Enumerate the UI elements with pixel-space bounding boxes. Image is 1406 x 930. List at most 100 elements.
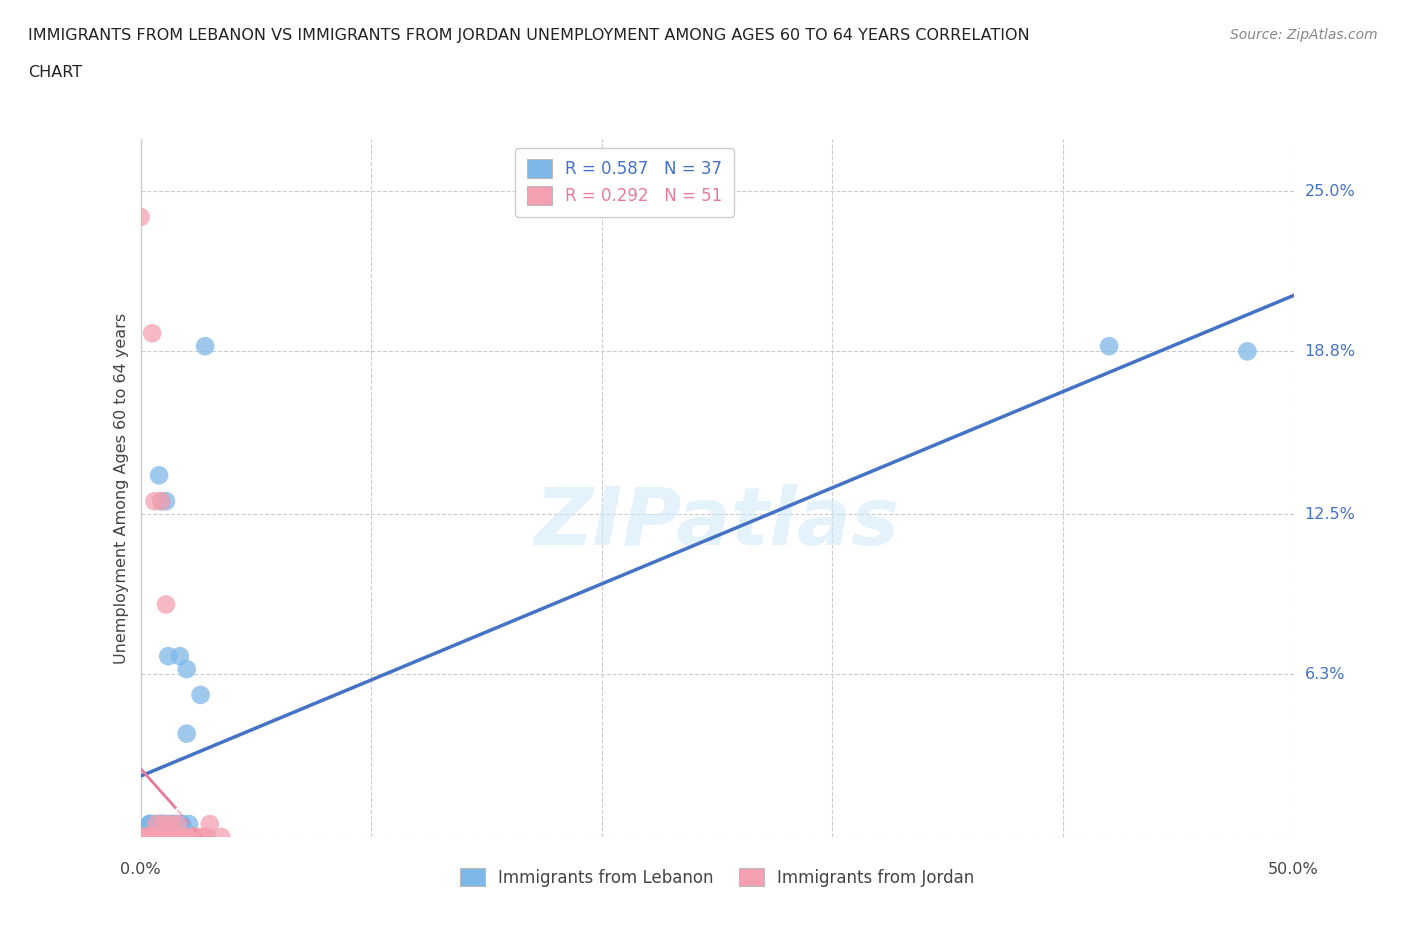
Point: [148, 830, 170, 844]
Point: [148, 468, 170, 483]
Point: [155, 494, 177, 509]
Legend: Immigrants from Lebanon, Immigrants from Jordan: Immigrants from Lebanon, Immigrants from…: [449, 857, 986, 898]
Point: [139, 817, 162, 831]
Point: [180, 830, 202, 844]
Point: [129, 830, 152, 844]
Point: [136, 830, 159, 844]
Point: [150, 817, 173, 831]
Point: [150, 817, 173, 831]
Point: [169, 830, 191, 844]
Point: [143, 830, 166, 844]
Point: [187, 830, 209, 844]
Point: [191, 830, 214, 844]
Point: [136, 830, 159, 844]
Point: [143, 830, 166, 844]
Text: IMMIGRANTS FROM LEBANON VS IMMIGRANTS FROM JORDAN UNEMPLOYMENT AMONG AGES 60 TO : IMMIGRANTS FROM LEBANON VS IMMIGRANTS FR…: [28, 28, 1029, 43]
Point: [157, 830, 180, 844]
Point: [194, 830, 217, 844]
Point: [159, 830, 181, 844]
Point: [172, 830, 194, 844]
Point: [136, 830, 159, 844]
Point: [139, 817, 162, 831]
Point: [141, 326, 163, 340]
Point: [136, 830, 159, 844]
Point: [197, 830, 219, 844]
Point: [162, 817, 184, 831]
Point: [157, 649, 180, 664]
Text: Source: ZipAtlas.com: Source: ZipAtlas.com: [1230, 28, 1378, 42]
Point: [145, 830, 167, 844]
Point: [141, 830, 163, 844]
Point: [129, 830, 152, 844]
Point: [139, 817, 162, 831]
Point: [143, 494, 166, 509]
Point: [166, 817, 188, 831]
Point: [152, 817, 174, 831]
Text: 0.0%: 0.0%: [121, 862, 160, 877]
Point: [155, 817, 177, 831]
Point: [134, 830, 156, 844]
Point: [139, 830, 162, 844]
Text: CHART: CHART: [28, 65, 82, 80]
Point: [194, 339, 217, 353]
Point: [183, 830, 205, 844]
Point: [198, 817, 221, 831]
Point: [172, 817, 194, 831]
Point: [139, 830, 162, 844]
Text: ZIPatlas: ZIPatlas: [534, 485, 900, 562]
Point: [145, 830, 167, 844]
Text: 12.5%: 12.5%: [1305, 507, 1355, 522]
Point: [141, 830, 163, 844]
Point: [129, 830, 152, 844]
Point: [1236, 344, 1258, 359]
Point: [139, 830, 162, 844]
Point: [162, 830, 184, 844]
Point: [190, 687, 212, 702]
Point: [139, 830, 162, 844]
Point: [176, 830, 198, 844]
Point: [139, 830, 162, 844]
Point: [150, 830, 173, 844]
Point: [143, 817, 166, 831]
Point: [139, 830, 162, 844]
Point: [176, 661, 198, 676]
Point: [150, 494, 173, 509]
Point: [159, 817, 181, 831]
Point: [172, 817, 194, 831]
Point: [129, 209, 152, 224]
Text: 18.8%: 18.8%: [1305, 344, 1355, 359]
Text: 50.0%: 50.0%: [1268, 862, 1319, 877]
Point: [159, 817, 181, 831]
Point: [177, 817, 200, 831]
Point: [139, 817, 162, 831]
Point: [145, 817, 167, 831]
Point: [150, 494, 173, 509]
Point: [155, 597, 177, 612]
Point: [148, 817, 170, 831]
Point: [129, 830, 152, 844]
Point: [169, 649, 191, 664]
Text: 25.0%: 25.0%: [1305, 183, 1355, 199]
Point: [143, 830, 166, 844]
Point: [180, 830, 202, 844]
Point: [166, 817, 188, 831]
Point: [165, 817, 187, 831]
Point: [157, 817, 180, 831]
Point: [184, 830, 207, 844]
Point: [152, 817, 174, 831]
Point: [152, 817, 174, 831]
Point: [183, 830, 205, 844]
Point: [1098, 339, 1121, 353]
Text: 6.3%: 6.3%: [1305, 667, 1346, 682]
Point: [134, 830, 156, 844]
Point: [166, 830, 188, 844]
Point: [148, 830, 170, 844]
Point: [165, 830, 187, 844]
Point: [148, 817, 170, 831]
Point: [150, 830, 173, 844]
Point: [136, 830, 159, 844]
Y-axis label: Unemployment Among Ages 60 to 64 years: Unemployment Among Ages 60 to 64 years: [114, 312, 129, 664]
Point: [152, 817, 174, 831]
Point: [209, 830, 232, 844]
Point: [176, 726, 198, 741]
